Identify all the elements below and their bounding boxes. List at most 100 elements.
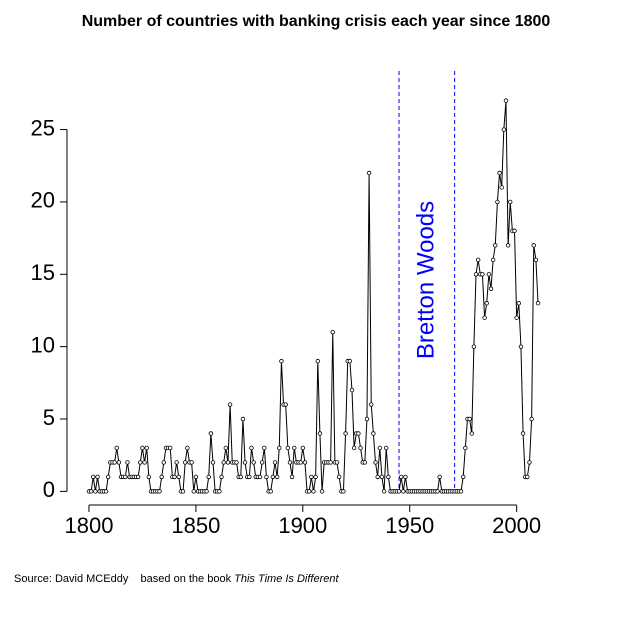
data-point: [319, 489, 325, 494]
data-point: [503, 98, 509, 103]
y-tick-label: 20: [31, 188, 55, 213]
data-point: [343, 431, 348, 436]
data-point: [274, 474, 280, 480]
data-point: [497, 170, 502, 176]
x-tick-label: 1950: [385, 513, 434, 538]
data-point: [238, 474, 243, 480]
data-point: [176, 474, 181, 480]
data-point: [307, 489, 312, 494]
data-point: [234, 460, 239, 465]
data-point: [375, 474, 380, 480]
data-point: [469, 431, 474, 436]
data-point: [495, 199, 500, 205]
data-point: [475, 257, 481, 263]
data-point: [514, 315, 519, 320]
data-point: [292, 445, 297, 451]
data-point: [257, 474, 263, 480]
data-point: [189, 460, 194, 465]
data-point: [219, 474, 224, 480]
y-tick-label: 0: [43, 477, 55, 502]
data-point: [208, 431, 214, 436]
data-point: [225, 460, 231, 465]
data-point: [168, 445, 173, 451]
data-point: [112, 460, 117, 465]
data-point: [313, 474, 318, 480]
source: Source: David MCEddy based on the book: [14, 573, 232, 585]
data-point: [270, 474, 276, 480]
data-point: [138, 460, 143, 465]
data-point: [364, 416, 370, 422]
data-point: [125, 460, 130, 465]
source-book: This Time Is Different: [234, 573, 339, 585]
x-tick-label: 1800: [64, 513, 113, 538]
data-point: [144, 445, 149, 451]
data-point: [531, 243, 536, 248]
data-point: [458, 489, 464, 494]
data-point: [93, 489, 98, 494]
data-point: [146, 474, 152, 480]
data-point: [262, 445, 267, 451]
data-point: [298, 460, 303, 465]
data-point: [366, 170, 372, 176]
data-point: [435, 489, 440, 494]
data-point: [106, 474, 111, 480]
data-point: [135, 474, 141, 480]
data-point: [142, 460, 147, 465]
data-point: [463, 445, 468, 451]
data-point: [533, 257, 539, 263]
data-point: [227, 402, 233, 407]
data-point: [264, 474, 269, 480]
data-point: [161, 460, 167, 465]
y-tick-label: 15: [31, 260, 55, 285]
data-point: [206, 474, 211, 480]
data-point: [279, 358, 284, 364]
data-point: [221, 460, 226, 465]
data-point: [193, 474, 199, 480]
data-point: [529, 416, 534, 422]
data-point: [123, 474, 128, 480]
data-point: [403, 474, 408, 480]
data-point: [341, 489, 346, 494]
data-point: [377, 445, 382, 451]
data-point: [302, 460, 308, 465]
data-point: [185, 445, 190, 451]
data-point: [356, 431, 361, 436]
data-point: [268, 489, 273, 494]
data-point: [488, 286, 494, 291]
data-point: [482, 315, 487, 320]
data-point: [493, 243, 498, 248]
data-point: [349, 387, 355, 393]
data-point: [467, 416, 472, 422]
source-note: Source: David MCEddy based on the book T…: [14, 573, 340, 585]
data-point: [330, 329, 335, 335]
data-point: [251, 460, 256, 465]
data-point: [484, 301, 489, 306]
data-point: [157, 489, 162, 494]
data-point: [358, 445, 363, 451]
data-point: [535, 301, 541, 306]
data-point: [460, 474, 466, 480]
x-tick-label: 2000: [492, 513, 541, 538]
data-point: [471, 344, 477, 349]
data-point: [362, 460, 368, 465]
y-tick-label: 10: [31, 332, 55, 357]
data-point: [300, 445, 306, 451]
data-point: [159, 474, 164, 480]
data-point: [520, 431, 526, 436]
data-point: [381, 489, 387, 494]
data-point: [518, 344, 524, 349]
y-tick-label: 5: [43, 405, 55, 430]
x-tick-label: 1850: [171, 513, 220, 538]
data-point: [172, 474, 177, 480]
data-point: [95, 474, 100, 480]
data-point: [242, 460, 248, 465]
data-point: [508, 199, 513, 205]
data-point: [398, 474, 404, 480]
data-point: [247, 474, 252, 480]
data-point: [174, 460, 179, 465]
data-point: [182, 460, 188, 465]
data-point: [437, 474, 442, 480]
data-point: [277, 445, 282, 451]
data-point: [103, 489, 109, 494]
